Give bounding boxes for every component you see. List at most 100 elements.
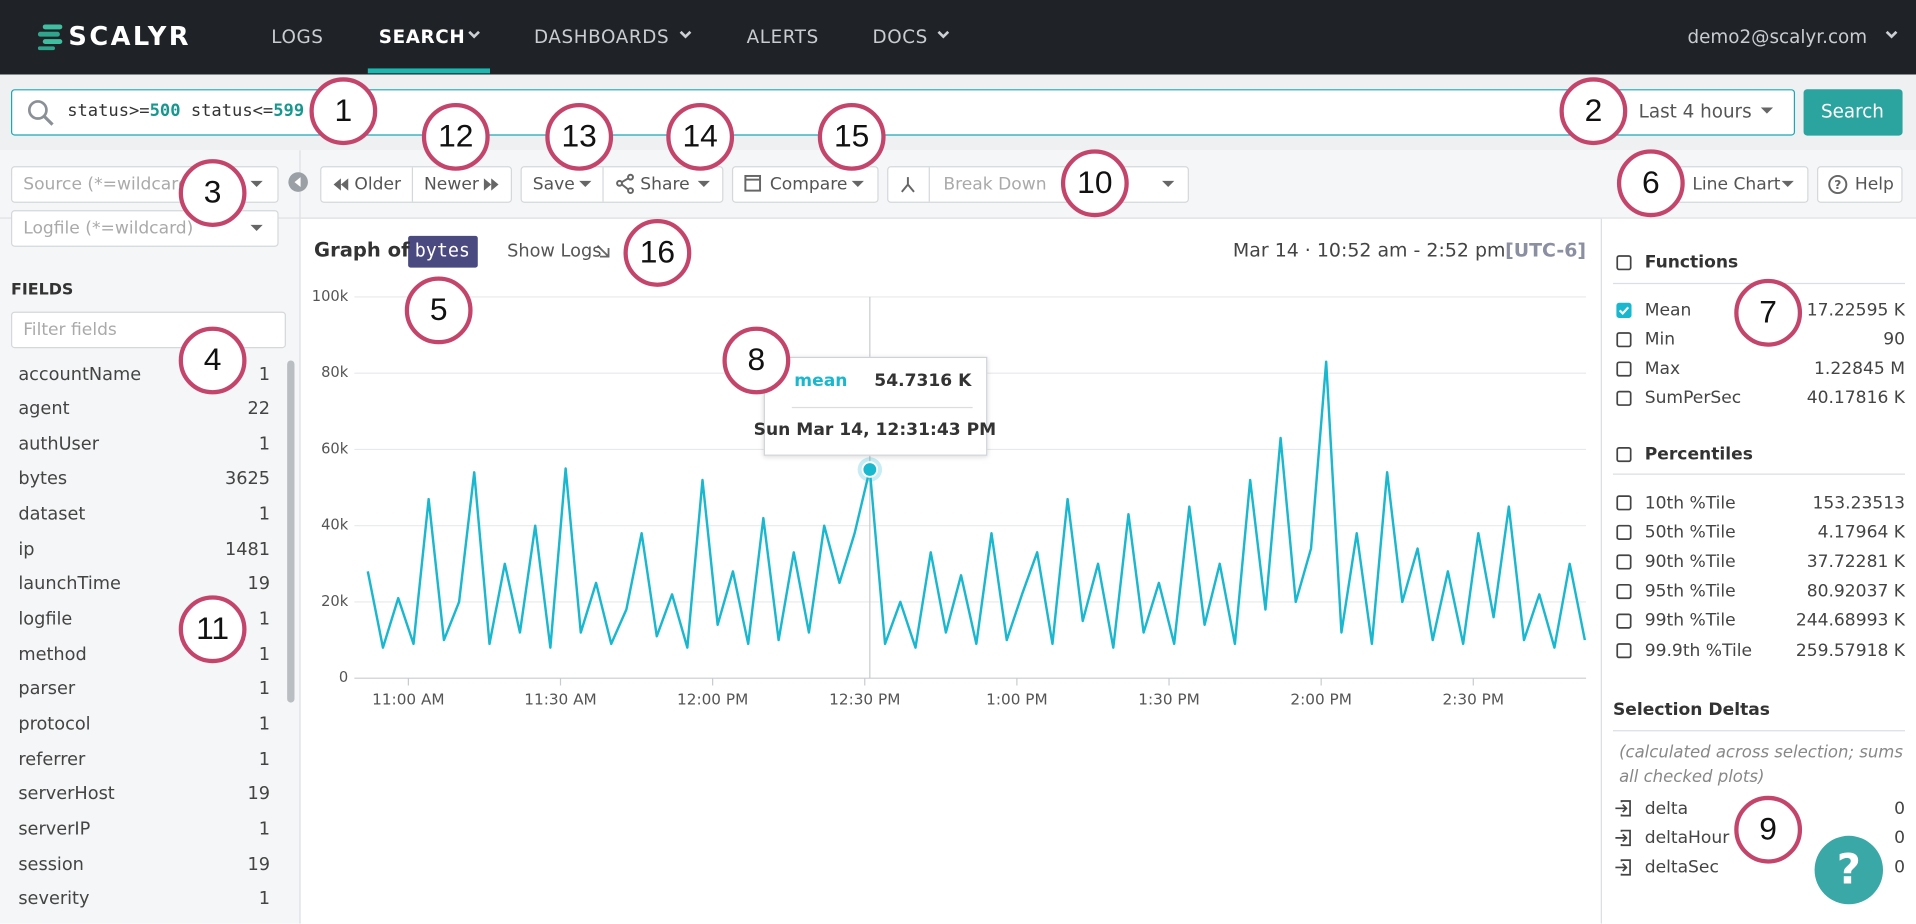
- field-count: 22: [247, 399, 271, 420]
- percentile-name[interactable]: 99th %Tile: [1644, 611, 1736, 631]
- toolbar-share[interactable]: Share: [640, 174, 690, 195]
- percentile-value: 153.23513: [1812, 493, 1906, 513]
- filter-placeholder: Filter fields: [23, 320, 117, 340]
- function-name[interactable]: Min: [1644, 329, 1676, 350]
- svg-text:?: ?: [1837, 844, 1861, 893]
- field-name[interactable]: severity: [18, 889, 90, 910]
- percentile-value: 37.72281 K: [1806, 552, 1906, 572]
- callout-circle: [1616, 149, 1685, 218]
- delta-name: deltaSec: [1644, 857, 1719, 878]
- toolbar-save[interactable]: Save: [532, 174, 575, 195]
- toolbar-older[interactable]: Older: [354, 174, 402, 195]
- callout-number: 10: [1077, 164, 1112, 200]
- callout-number: 6: [1642, 164, 1660, 200]
- search-button[interactable]: [1803, 89, 1903, 136]
- function-name[interactable]: Mean: [1644, 300, 1692, 321]
- percentile-name[interactable]: 95th %Tile: [1644, 581, 1736, 602]
- help-bubble-icon: ?: [1837, 844, 1861, 893]
- field-name[interactable]: method: [18, 644, 87, 665]
- function-name[interactable]: SumPerSec: [1644, 388, 1742, 409]
- field-name[interactable]: ip: [18, 539, 35, 560]
- field-badge-label: bytes: [414, 239, 470, 262]
- field-name[interactable]: accountName: [18, 364, 142, 385]
- query-value: 599: [273, 101, 305, 121]
- field-name[interactable]: referrer: [18, 749, 86, 770]
- field-name[interactable]: logfile: [18, 609, 73, 630]
- callout-circle: [1734, 278, 1803, 347]
- callout-circle: [178, 595, 247, 664]
- field-badge[interactable]: [408, 235, 478, 268]
- field-name[interactable]: dataset: [18, 504, 86, 525]
- search-button-label[interactable]: Search: [1820, 100, 1884, 123]
- nav-item[interactable]: DASHBOARDS: [533, 25, 670, 48]
- field-count: 1481: [224, 539, 271, 560]
- field-count: 1: [258, 749, 271, 770]
- field-count: 3625: [224, 469, 271, 490]
- field-name[interactable]: launchTime: [18, 574, 121, 595]
- functions-heading: Functions: [1644, 252, 1739, 273]
- field-count: 19: [247, 854, 271, 875]
- callout-number: 9: [1759, 810, 1777, 846]
- field-count: 1: [258, 364, 271, 385]
- field-name[interactable]: authUser: [18, 434, 99, 455]
- help-bubble[interactable]: [1814, 835, 1884, 905]
- percentile-name[interactable]: 90th %Tile: [1644, 552, 1736, 572]
- field-name[interactable]: serverHost: [18, 784, 115, 805]
- percentile-name[interactable]: 50th %Tile: [1644, 522, 1736, 543]
- y-tick-label: 0: [339, 669, 348, 686]
- field-count: 1: [258, 819, 271, 840]
- field-name[interactable]: serverIP: [18, 819, 91, 840]
- callout-circle: [178, 159, 247, 227]
- callout-number: 3: [204, 174, 222, 210]
- field-count: 19: [247, 574, 271, 595]
- tooltip-time: Sun Mar 14, 12:31:43 PM: [753, 420, 997, 440]
- field-count: 1: [258, 434, 271, 455]
- search-query: status>=500 status<=599: [67, 99, 304, 123]
- toolbar-chart-type[interactable]: Line Chart: [1692, 174, 1781, 195]
- nav-item[interactable]: SEARCH: [378, 25, 466, 48]
- field-name[interactable]: bytes: [18, 469, 68, 490]
- user-menu[interactable]: demo2@scalyr.com: [1687, 25, 1868, 48]
- nav-item[interactable]: LOGS: [271, 25, 324, 48]
- search-tab-highlight: [367, 68, 490, 74]
- time-range-select[interactable]: Last 4 hours: [1638, 100, 1752, 123]
- delta-name: deltaHour: [1644, 828, 1730, 848]
- field-count: 1: [258, 644, 271, 665]
- callout-number: 14: [682, 117, 717, 153]
- toolbar-break-down[interactable]: Break Down: [943, 174, 1047, 195]
- field-count: 1: [258, 889, 271, 910]
- callout-number: 13: [562, 117, 597, 153]
- callout-circle: [1734, 795, 1803, 864]
- field-name[interactable]: protocol: [18, 714, 91, 735]
- show-logs-link[interactable]: Show Logs: [507, 241, 602, 262]
- toolbar-compare[interactable]: Compare: [769, 174, 848, 195]
- nav-item[interactable]: DOCS: [872, 25, 928, 48]
- field-name[interactable]: agent: [18, 399, 70, 420]
- toolbar-help[interactable]: Help: [1854, 174, 1894, 195]
- logo-icon: [37, 24, 63, 51]
- field-name[interactable]: parser: [18, 679, 76, 700]
- callout-circle: [722, 326, 791, 395]
- function-value: 1.22845 M: [1814, 359, 1906, 379]
- field-name[interactable]: session: [18, 854, 84, 875]
- query-operator: status<=: [180, 101, 274, 121]
- nav-item[interactable]: ALERTS: [746, 25, 819, 48]
- query-value: 500: [149, 101, 181, 121]
- percentile-name[interactable]: 99.9th %Tile: [1644, 640, 1753, 661]
- y-tick-label: 100k: [312, 288, 349, 305]
- x-tick-label: 11:30 AM: [524, 691, 596, 709]
- query-operator: status>=: [67, 101, 150, 121]
- toolbar-newer[interactable]: Newer: [424, 174, 479, 195]
- source-placeholder: Source (*=wildcard): [23, 174, 196, 195]
- scrollbar: [287, 360, 295, 703]
- x-tick-label: 11:00 AM: [372, 691, 444, 709]
- percentile-name[interactable]: 10th %Tile: [1644, 493, 1736, 513]
- y-tick-label: 80k: [321, 364, 349, 381]
- delta-value: 0: [1894, 857, 1906, 878]
- y-tick-label: 60k: [321, 440, 349, 457]
- callout-circle: [817, 102, 886, 171]
- function-value: 40.17816 K: [1806, 388, 1906, 409]
- callout-number: 16: [640, 234, 675, 270]
- function-name[interactable]: Max: [1644, 359, 1681, 379]
